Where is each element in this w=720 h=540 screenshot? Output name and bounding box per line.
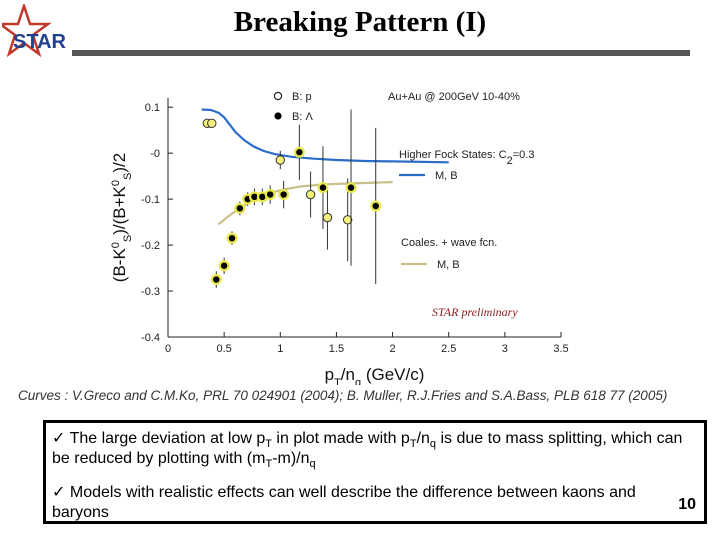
slide-title: Breaking Pattern (I) <box>233 6 487 38</box>
x-axis-label: pT/nq (GeV/c) <box>325 365 425 385</box>
y-axis-label: (B-K0S)/(B+K0S)/2 <box>110 153 134 282</box>
x-tick-label: 0.5 <box>216 343 231 355</box>
bullet-1: ✓ The large deviation at low pT in plot … <box>52 430 683 471</box>
data-point-lambda <box>347 184 355 191</box>
star-logo-text: STAR <box>13 31 67 53</box>
data-point-lambda <box>266 191 274 198</box>
x-tick-label: 3 <box>502 343 508 355</box>
legend-label-lambda: B: Λ <box>292 111 313 123</box>
coales-annotation: Coales. + wave fcn. <box>401 237 497 249</box>
data-point-proton <box>305 189 316 200</box>
fock-annotation: Higher Fock States: C2=0.3 <box>399 149 534 167</box>
data-point-lambda <box>296 149 303 156</box>
data-point-lambda <box>220 262 228 269</box>
star-logo: STAR <box>2 4 67 58</box>
x-tick-label: 1 <box>277 343 283 355</box>
data-point-proton <box>322 212 333 223</box>
data-point-proton <box>342 215 353 225</box>
legend-label-coales: M, B <box>437 259 460 271</box>
data-point-lambda <box>236 205 244 212</box>
y-tick-label: -0.2 <box>141 240 160 252</box>
data-point-proton <box>207 118 217 128</box>
data-point-lambda <box>259 193 266 201</box>
y-tick-label: -0 <box>150 148 160 160</box>
bullet-2: ✓ Models with realistic effects can well… <box>52 484 636 521</box>
y-tick-label: -0.1 <box>141 194 160 206</box>
data-point-lambda <box>319 184 327 191</box>
preliminary-label: STAR preliminary <box>432 305 518 319</box>
x-tick-label: 1.5 <box>329 343 344 355</box>
check-icon: ✓ <box>52 484 66 501</box>
summary-box: ✓ The large deviation at low pT in plot … <box>43 420 707 524</box>
data-point-lambda <box>372 202 379 210</box>
legend-label-proton: B: p <box>292 91 312 103</box>
star-logo-shape <box>2 4 52 58</box>
legend-label-fock: M, B <box>435 170 458 182</box>
x-tick-label: 2.5 <box>441 343 456 355</box>
y-tick-label: -0.3 <box>141 286 160 298</box>
y-tick-label: 0.1 <box>145 102 160 114</box>
legend-marker-open <box>273 91 283 101</box>
title-divider <box>72 50 690 56</box>
data-point-lambda <box>251 193 258 201</box>
y-tick-label: -0.4 <box>141 332 160 344</box>
x-tick-label: 3.5 <box>553 343 568 355</box>
data-point-lambda <box>228 234 236 242</box>
page-number: 10 <box>678 496 696 513</box>
curves-citation: Curves : V.Greco and C.M.Ko, PRL 70 0249… <box>18 388 668 403</box>
data-point-lambda <box>213 276 220 283</box>
x-tick-label: 0 <box>165 343 171 355</box>
model-curve <box>201 108 449 164</box>
system-annotation: Au+Au @ 200GeV 10-40% <box>388 91 520 103</box>
data-point-proton <box>275 155 285 165</box>
check-icon: ✓ <box>52 430 66 447</box>
data-point-lambda <box>280 191 287 198</box>
chart: 0 0.5 1 1.5 2 2.5 3 3.5 0.1 -0 -0.1 -0.2 -0.3 -0.4 pT/… <box>110 91 569 385</box>
x-tick-label: 2 <box>390 343 396 355</box>
legend-marker-filled <box>274 112 282 120</box>
